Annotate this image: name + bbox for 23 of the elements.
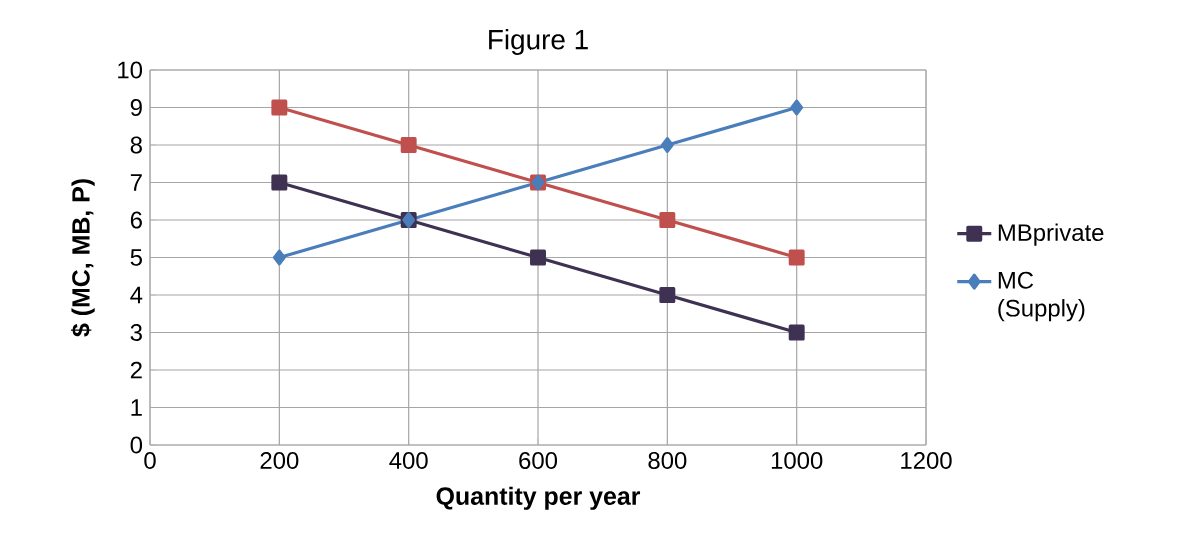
y-tick-label: 2	[130, 361, 142, 379]
x-tick-label: 400	[389, 452, 428, 469]
y-tick-label: 9	[130, 99, 142, 116]
x-tick-label: 1000	[771, 452, 823, 469]
x-axis-title: Quantity per year	[436, 486, 641, 510]
y-axis-title: $ (MC, MB, P)	[71, 179, 95, 337]
y-tick-label: 3	[130, 324, 142, 341]
x-tick-label: 0	[144, 452, 156, 469]
x-tick-label: 600	[519, 452, 558, 469]
x-tick-label: 1200	[901, 452, 952, 469]
x-tick-label: 200	[260, 452, 299, 469]
y-tick-label: 6	[130, 211, 142, 229]
legend-label: MC (Supply)	[998, 271, 1085, 322]
chart-title: Figure 1	[489, 29, 588, 55]
y-tick-label: 10	[118, 61, 143, 79]
y-tick-label: 8	[130, 136, 142, 154]
legend-label: MBprivate	[998, 223, 1104, 246]
y-tick-label: 0	[130, 436, 143, 454]
y-tick-label: 1	[131, 399, 142, 416]
y-tick-label: 7	[130, 174, 142, 191]
y-tick-label: 4	[130, 286, 143, 304]
x-tick-label: 800	[648, 452, 687, 469]
y-tick-label: 5	[130, 249, 142, 266]
